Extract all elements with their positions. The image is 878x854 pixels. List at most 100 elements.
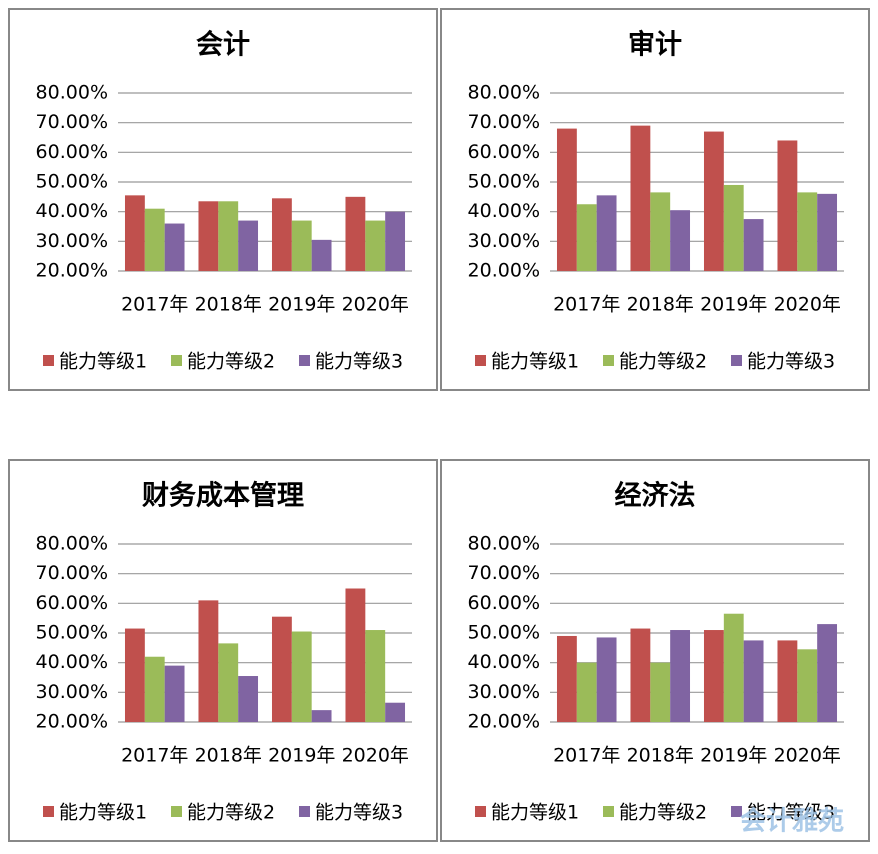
bar xyxy=(271,616,292,722)
bar xyxy=(124,195,145,271)
bar xyxy=(670,630,691,722)
chart-title: 经济法 xyxy=(615,480,696,512)
chart-title: 财务成本管理 xyxy=(142,481,304,512)
y-tick-label: 30.00% xyxy=(36,681,108,703)
x-tick-label: 2019年 xyxy=(700,294,767,316)
bar xyxy=(218,643,239,722)
bar xyxy=(198,600,219,722)
bar xyxy=(365,630,386,722)
y-tick-label: 60.00% xyxy=(468,141,540,163)
bar xyxy=(777,640,798,722)
bar xyxy=(238,676,259,722)
bar xyxy=(576,204,597,271)
x-tick-label: 2020年 xyxy=(342,745,409,767)
bar xyxy=(271,198,292,271)
y-tick-label: 60.00% xyxy=(468,592,540,614)
chart-panel: 财务成本管理 20.00% 30.00% 40.00% 50.00% 60.00% 70.0… xyxy=(8,459,438,842)
legend-label: 能力等级1 xyxy=(59,802,147,824)
x-tick-label: 2018年 xyxy=(195,294,262,316)
y-tick-label: 50.00% xyxy=(36,171,108,193)
y-tick-label: 70.00% xyxy=(468,562,540,584)
bar xyxy=(311,710,332,722)
x-tick-label: 2018年 xyxy=(627,294,694,316)
bar xyxy=(743,219,764,271)
y-tick-label: 70.00% xyxy=(36,111,108,133)
x-tick-label: 2019年 xyxy=(268,745,335,767)
x-tick-label: 2017年 xyxy=(553,294,620,316)
legend-swatch xyxy=(475,806,486,817)
legend-swatch xyxy=(299,355,310,366)
watermark: 会计雅苑 xyxy=(740,807,844,837)
y-tick-label: 80.00% xyxy=(468,82,540,104)
bar xyxy=(556,128,577,271)
bar xyxy=(144,208,165,271)
y-tick-label: 30.00% xyxy=(468,681,540,703)
legend-label: 能力等级2 xyxy=(187,802,275,824)
bar xyxy=(291,220,312,271)
x-tick-label: 2018年 xyxy=(627,745,694,767)
bar xyxy=(596,637,617,722)
x-tick-label: 2018年 xyxy=(195,745,262,767)
y-tick-label: 40.00% xyxy=(36,651,108,673)
x-tick-label: 2020年 xyxy=(774,745,841,767)
y-tick-label: 60.00% xyxy=(36,592,108,614)
bar xyxy=(291,631,312,722)
x-tick-label: 2019年 xyxy=(700,745,767,767)
legend-swatch xyxy=(43,806,54,817)
bar xyxy=(703,630,724,722)
y-tick-label: 30.00% xyxy=(36,230,108,252)
bar xyxy=(596,195,617,271)
bar xyxy=(723,613,744,722)
legend-label: 能力等级3 xyxy=(747,351,835,373)
bar xyxy=(124,628,145,722)
bar xyxy=(630,125,651,271)
y-tick-label: 20.00% xyxy=(36,260,108,282)
bar xyxy=(385,702,406,722)
y-tick-label: 60.00% xyxy=(36,141,108,163)
y-tick-label: 20.00% xyxy=(36,711,108,733)
bar xyxy=(723,184,744,271)
bar xyxy=(630,628,651,722)
y-tick-label: 70.00% xyxy=(36,562,108,584)
y-tick-label: 50.00% xyxy=(468,171,540,193)
bar xyxy=(198,201,219,271)
bar xyxy=(238,220,259,271)
chart-panel: 会计 20.00% 30.00% 40.00% 50.00% 60.00% 70.00% 80… xyxy=(8,8,438,391)
y-tick-label: 20.00% xyxy=(468,260,540,282)
bar xyxy=(345,196,366,271)
bar xyxy=(345,588,366,722)
x-tick-label: 2020年 xyxy=(774,294,841,316)
y-tick-label: 80.00% xyxy=(36,82,108,104)
x-tick-label: 2020年 xyxy=(342,294,409,316)
y-tick-label: 70.00% xyxy=(468,111,540,133)
legend-swatch xyxy=(603,355,614,366)
bar xyxy=(576,662,597,722)
chart-title: 会计 xyxy=(196,30,250,61)
bar xyxy=(556,635,577,722)
bar xyxy=(218,201,239,271)
y-tick-label: 80.00% xyxy=(36,533,108,555)
bar xyxy=(817,193,838,271)
y-tick-label: 80.00% xyxy=(468,533,540,555)
legend-label: 能力等级1 xyxy=(59,351,147,373)
y-tick-label: 50.00% xyxy=(36,622,108,644)
y-tick-label: 30.00% xyxy=(468,230,540,252)
bar xyxy=(703,131,724,271)
x-tick-label: 2019年 xyxy=(268,294,335,316)
legend-label: 能力等级1 xyxy=(491,351,579,373)
panel-border xyxy=(8,8,438,391)
y-tick-label: 20.00% xyxy=(468,711,540,733)
bar xyxy=(144,656,165,722)
x-tick-label: 2017年 xyxy=(121,294,188,316)
bar xyxy=(777,140,798,271)
y-tick-label: 40.00% xyxy=(36,200,108,222)
legend-swatch xyxy=(171,806,182,817)
bar xyxy=(311,239,332,271)
bar xyxy=(650,662,671,722)
legend-label: 能力等级3 xyxy=(315,802,403,824)
legend-swatch xyxy=(43,355,54,366)
legend-label: 能力等级2 xyxy=(619,351,707,373)
chart-panel: 审计 20.00% 30.00% 40.00% 50.00% 60.00% 70.00% 80… xyxy=(440,8,870,391)
bar xyxy=(670,210,691,271)
